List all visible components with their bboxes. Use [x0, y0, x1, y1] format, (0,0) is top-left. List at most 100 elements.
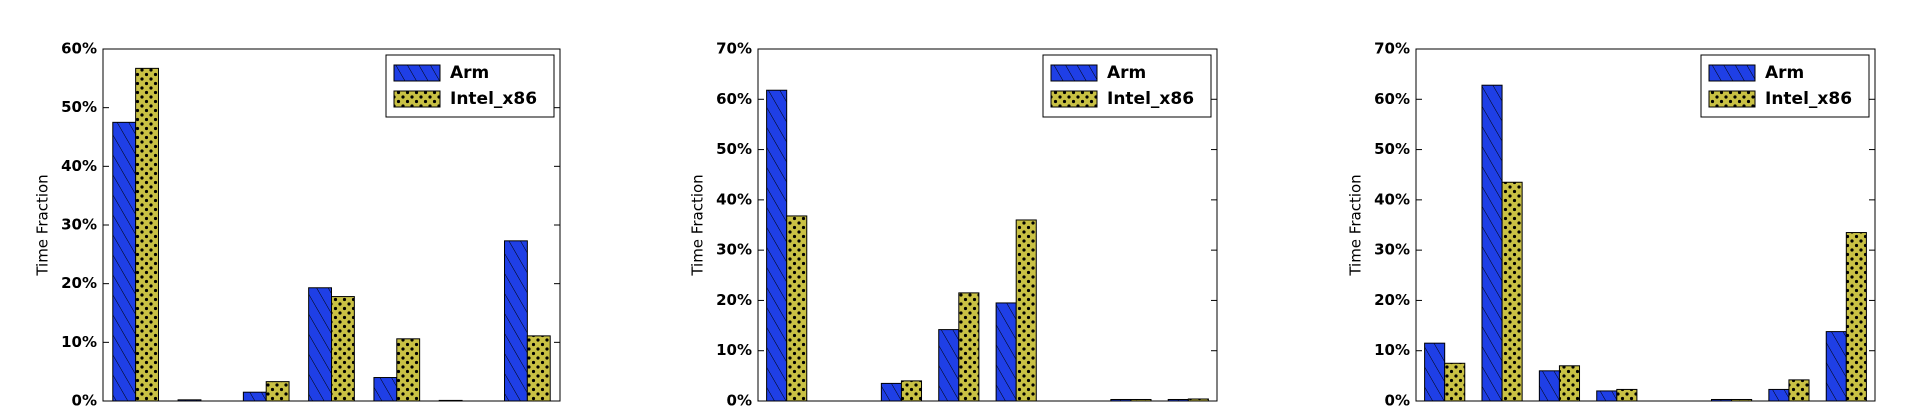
bar-hatch	[1110, 399, 1131, 401]
y-tick-label: 20%	[61, 274, 97, 292]
bar	[1501, 181, 1523, 402]
bar-hatch	[504, 240, 528, 401]
legend-label: Intel_x86	[1107, 89, 1194, 109]
legend-label: Arm	[1107, 63, 1146, 83]
bar	[265, 381, 290, 402]
bar-hatch	[373, 377, 397, 401]
bar	[396, 338, 421, 402]
bar-hatch	[1016, 219, 1037, 401]
bar	[1825, 331, 1847, 402]
bar	[900, 380, 923, 402]
bar	[1788, 379, 1810, 402]
plot-frame	[757, 48, 1218, 402]
bar	[1444, 362, 1466, 402]
bar-hatch	[331, 296, 355, 401]
y-tick-label: 10%	[61, 333, 97, 351]
y-tick-label: 70%	[716, 40, 752, 58]
bar	[112, 121, 137, 402]
y-tick-label: 30%	[61, 216, 97, 234]
bar	[880, 382, 902, 402]
bar	[308, 287, 332, 402]
y-tick-label: 40%	[716, 190, 752, 208]
y-tick-label: 50%	[716, 140, 752, 158]
y-tick-label: 0%	[72, 392, 97, 410]
bar-hatch	[308, 287, 332, 401]
legend-swatch-hatch	[1051, 65, 1097, 81]
y-tick-label: 60%	[61, 40, 97, 58]
bar	[1015, 219, 1037, 402]
legend-label: Intel_x86	[1765, 89, 1852, 109]
y-axis-label: Time Fraction	[34, 174, 52, 276]
y-tick-label: 30%	[716, 241, 752, 259]
bar	[766, 89, 788, 402]
y-tick-label: 10%	[716, 341, 752, 359]
y-tick-label: 60%	[1374, 90, 1410, 108]
bar-hatch	[1168, 399, 1189, 401]
plot-frame	[1415, 48, 1876, 402]
bar-hatch	[112, 122, 136, 401]
bar-hatch	[243, 392, 267, 401]
bar	[1768, 388, 1790, 402]
bar-hatch	[1130, 399, 1152, 401]
y-tick-label: 0%	[727, 392, 752, 410]
bar-hatch	[266, 381, 290, 401]
bar-hatch	[901, 380, 922, 401]
y-tick-label: 70%	[1374, 40, 1410, 58]
y-tick-label: 30%	[1374, 241, 1410, 259]
bar-hatch	[1731, 399, 1752, 401]
bar-hatch	[1502, 182, 1523, 401]
bar-hatch	[1539, 370, 1560, 401]
bar-hatch	[1424, 343, 1445, 401]
y-axis-label: Time Fraction	[1347, 174, 1365, 276]
bar	[373, 377, 398, 402]
legend-swatch-hatch	[394, 91, 440, 107]
bar-hatch	[1559, 365, 1580, 401]
y-tick-label: 50%	[61, 98, 97, 116]
bar-hatch	[958, 292, 979, 401]
legend-label: Arm	[1765, 63, 1804, 83]
bar-hatch	[1444, 363, 1465, 401]
bar	[242, 391, 267, 402]
y-tick-label: 20%	[716, 291, 752, 309]
bar	[1558, 365, 1581, 402]
y-tick-label: 40%	[61, 157, 97, 175]
y-tick-label: 50%	[1374, 140, 1410, 158]
y-tick-label: 60%	[716, 90, 752, 108]
bar-hatch	[135, 68, 159, 402]
bar	[958, 292, 980, 402]
bar-hatch	[396, 338, 420, 401]
bar	[938, 329, 960, 402]
bar-hatch	[1826, 331, 1847, 401]
legend-swatch-hatch	[394, 65, 440, 81]
bar	[1616, 388, 1638, 402]
y-axis-label: Time Fraction	[689, 174, 707, 276]
bar-hatch	[996, 302, 1017, 401]
bar	[995, 302, 1017, 402]
y-tick-label: 0%	[1385, 392, 1410, 410]
bar	[1538, 370, 1560, 402]
bar	[1424, 342, 1446, 402]
bar	[1845, 232, 1867, 402]
bar-hatch	[1788, 379, 1810, 401]
bar-hatch	[1768, 389, 1789, 401]
bar-hatch	[1846, 232, 1867, 401]
bar	[526, 335, 551, 402]
y-tick-label: 20%	[1374, 291, 1410, 309]
legend-swatch-hatch	[1709, 91, 1755, 107]
bar-hatch	[1596, 390, 1617, 401]
bar	[504, 240, 528, 402]
bar	[786, 215, 808, 402]
bar-hatch	[881, 383, 902, 401]
bar-hatch	[786, 215, 807, 401]
bar-hatch	[527, 335, 551, 401]
bar-hatch	[178, 399, 201, 401]
bar-hatch	[938, 329, 959, 401]
bar-hatch	[766, 90, 787, 401]
bar-hatch	[1481, 85, 1503, 401]
bar	[1481, 84, 1503, 402]
legend-swatch-hatch	[1051, 91, 1097, 107]
legend-label: Arm	[450, 63, 489, 83]
bar-hatch	[1711, 399, 1732, 401]
